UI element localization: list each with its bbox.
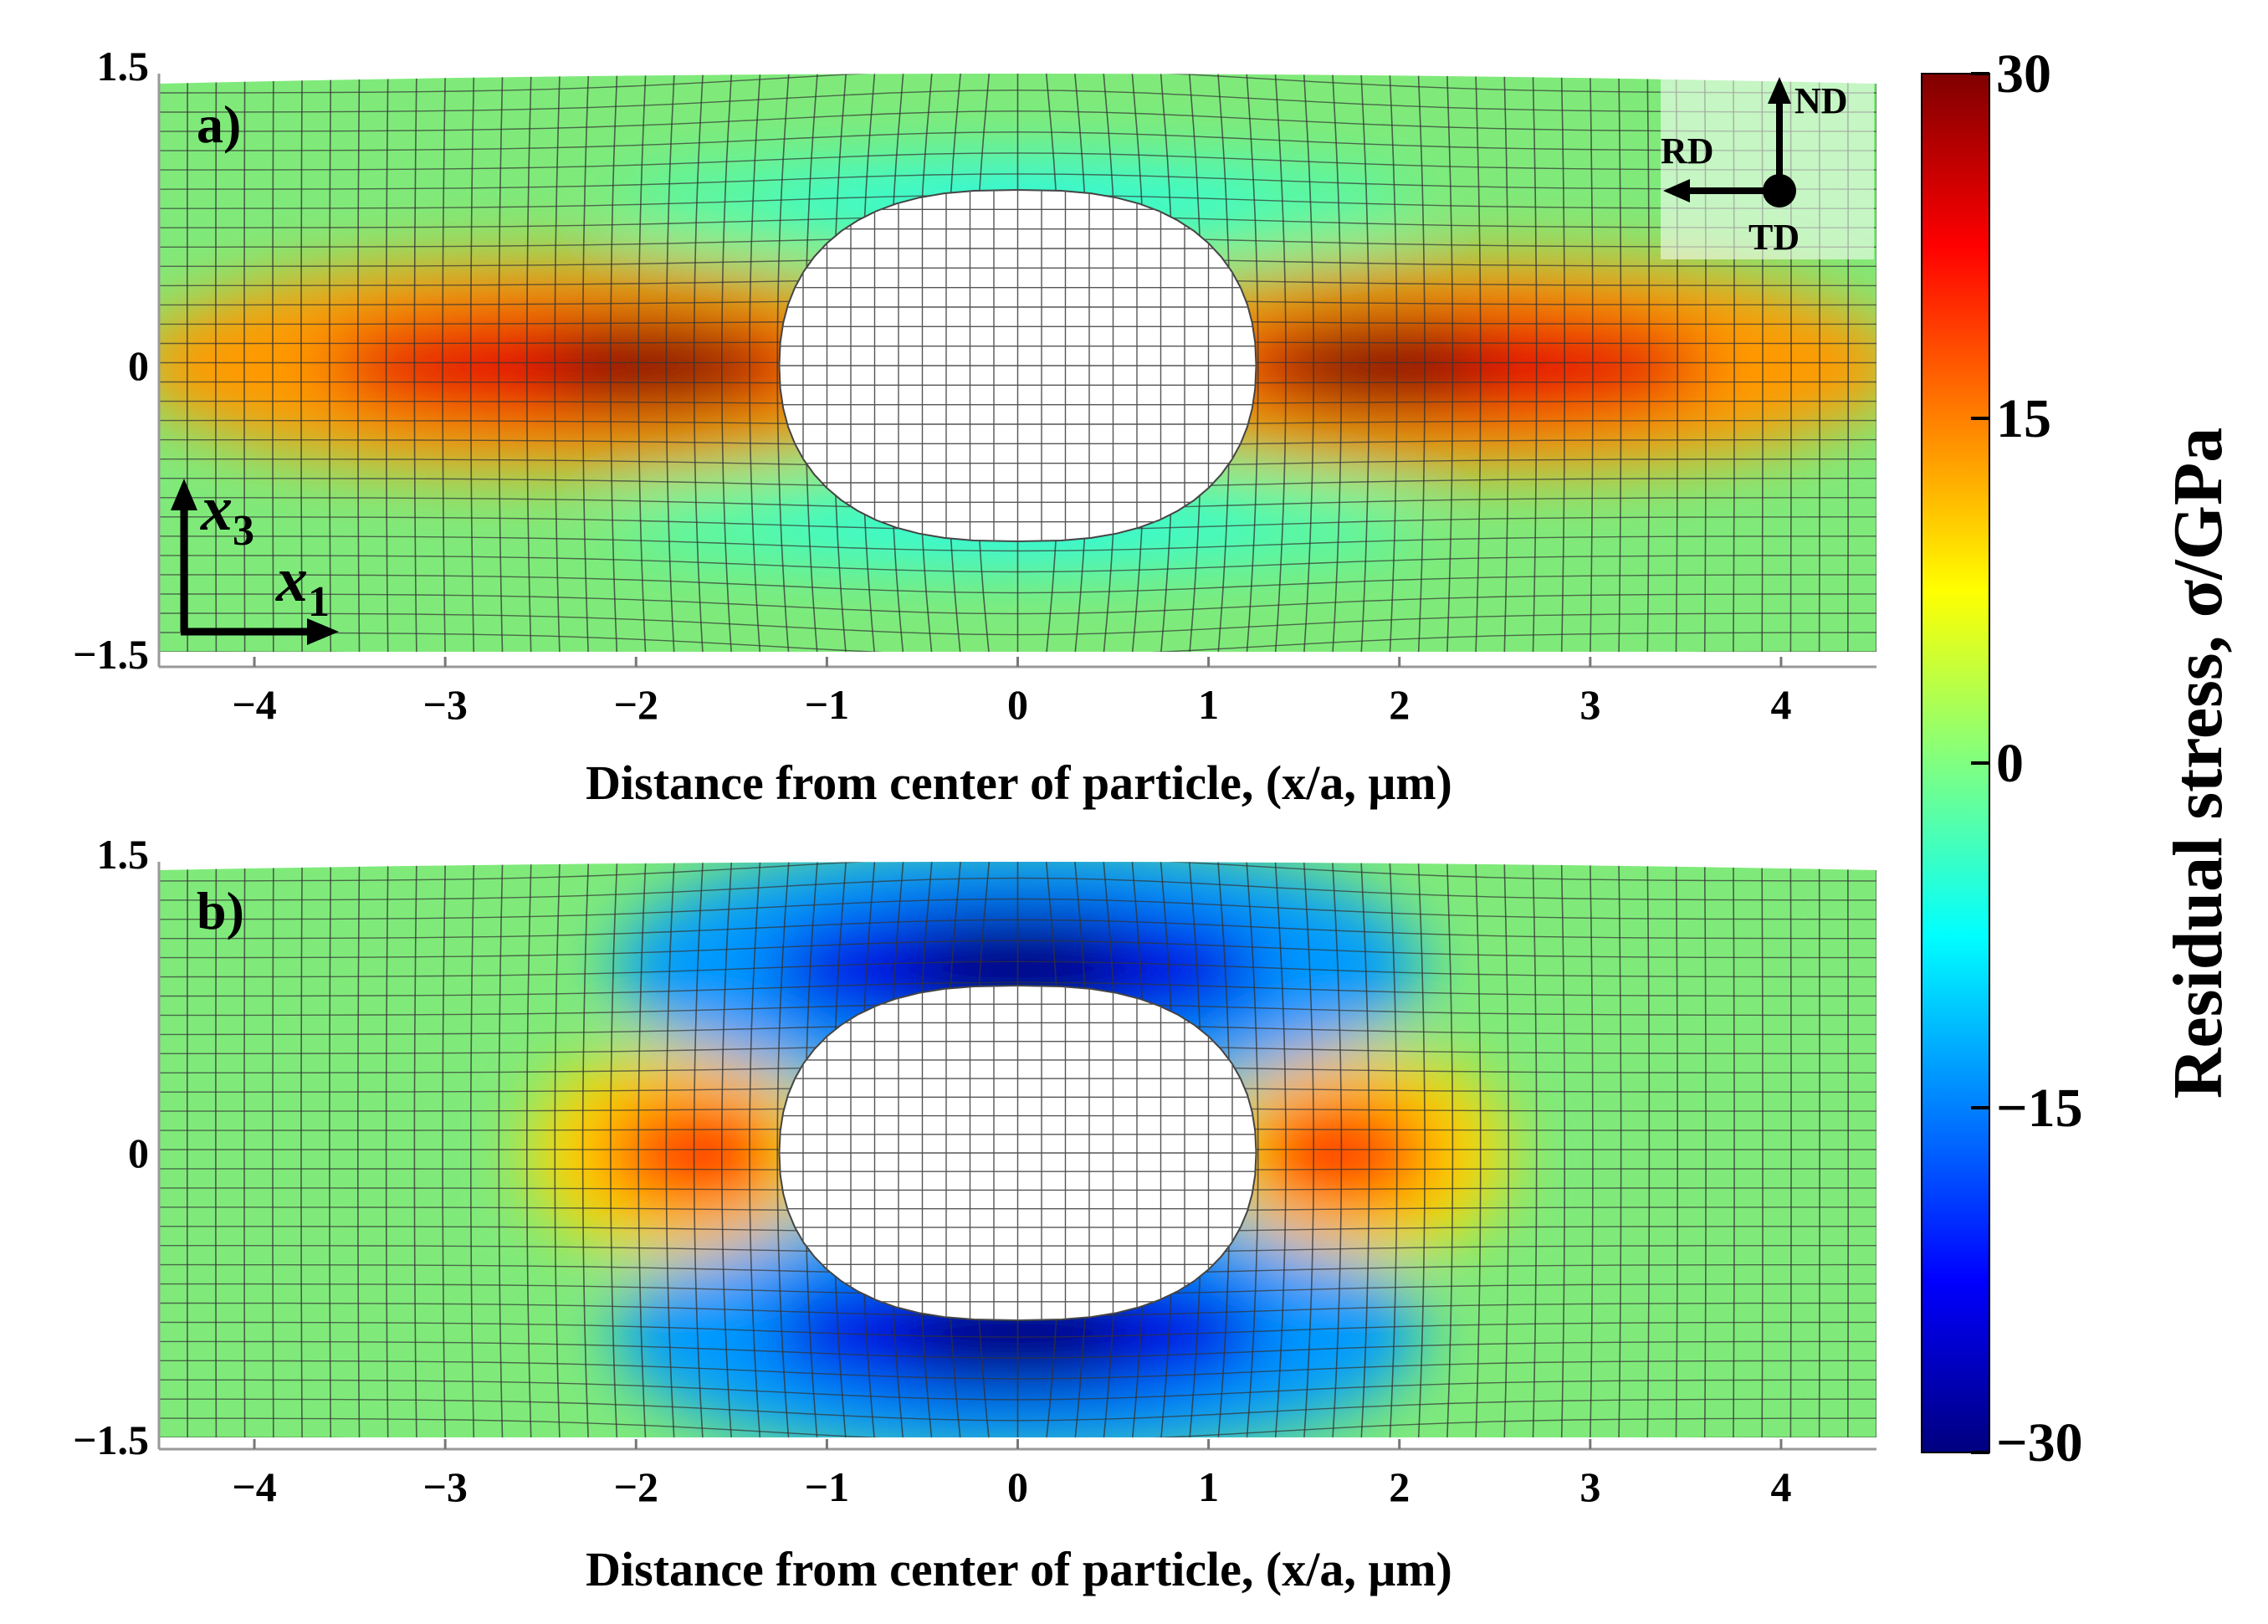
colorbar-tick-label: 0 <box>1996 733 2024 794</box>
rd-arrowhead-icon <box>1663 179 1690 202</box>
y-tick-label: 1.5 <box>97 831 150 878</box>
stress-peak <box>544 325 771 407</box>
mesh-line-horizontal <box>159 74 1876 94</box>
coordinate-axes-glyph: x3 x1 <box>171 474 339 645</box>
x-tick-label: 2 <box>1389 681 1410 728</box>
x-tick-label: −2 <box>614 1463 659 1510</box>
particle-grid <box>779 986 1257 1320</box>
panel-label-b: b) <box>197 881 244 940</box>
y-tick-label: −1.5 <box>73 631 149 678</box>
x-tick-label: −3 <box>422 1463 468 1510</box>
mesh-line-horizontal <box>159 1379 1876 1401</box>
mesh-line-horizontal <box>159 110 1876 132</box>
x-tick-label: 2 <box>1389 1463 1410 1510</box>
colorbar-title: Residual stress, σ/GPa <box>2159 428 2237 1099</box>
stress-peak <box>679 1112 763 1194</box>
nd-label: ND <box>1794 80 1848 121</box>
mesh-line-horizontal <box>159 632 1876 652</box>
mesh-line-horizontal <box>159 877 1876 901</box>
mesh-line-horizontal <box>159 862 1876 882</box>
mesh-line-horizontal <box>159 1321 1876 1338</box>
panel-label-a: a) <box>197 95 241 154</box>
y-tick-label: 1.5 <box>97 43 150 90</box>
x-axis-title-a: Distance from center of particle, (x/a, … <box>586 756 1452 810</box>
x-tick-label: 4 <box>1770 681 1791 728</box>
x3-arrowhead-icon <box>171 479 197 510</box>
mesh-line-horizontal <box>159 961 1876 978</box>
x-tick-label: 1 <box>1198 1463 1219 1510</box>
colorbar-tick-label: −15 <box>1996 1078 2083 1139</box>
x-tick-label: 4 <box>1770 1463 1791 1510</box>
mesh-line-horizontal <box>159 152 1876 171</box>
colorbar-tick-label: −30 <box>1996 1412 2083 1473</box>
particle-a <box>778 188 1257 543</box>
orientation-inset-background <box>1661 71 1874 259</box>
colorbar-tick-label: 30 <box>1996 44 2051 105</box>
particle-grid <box>779 190 1257 541</box>
stress-peak <box>1265 325 1492 407</box>
x1-label: x1 <box>275 545 330 626</box>
x1-arrowhead-icon <box>307 618 339 645</box>
x-axis-title-b: Distance from center of particle, (x/a, … <box>586 1542 1452 1596</box>
mesh-line-horizontal <box>159 1398 1876 1422</box>
panel-a: −4 −3 −2 −1 0 1 2 3 4 1.5 0 −1.5 a) Distance from c… <box>73 43 1876 810</box>
x-tick-label: −4 <box>232 681 277 728</box>
mesh-line-horizontal <box>159 173 1876 190</box>
mesh-line-horizontal <box>159 1360 1876 1380</box>
panel-b: −4 −3 −2 −1 0 1 2 3 4 1.5 0 −1.5 b) Distance from c… <box>73 831 1876 1596</box>
colorbar-ticks: 30 15 0 −15 −30 <box>1971 44 2083 1473</box>
x-tick-label: −2 <box>614 681 659 728</box>
y-tick-label: 0 <box>128 1130 149 1176</box>
nd-arrowhead-icon <box>1768 77 1791 104</box>
x-tick-label: −3 <box>422 681 468 728</box>
mesh-line-horizontal <box>159 574 1876 594</box>
mesh-line-horizontal <box>159 940 1876 959</box>
td-label: TD <box>1748 217 1800 258</box>
mesh-line-horizontal <box>159 981 1876 997</box>
x3-label: x3 <box>200 474 254 555</box>
x-tick-label: 0 <box>1007 1463 1028 1510</box>
axes-a: −4 −3 −2 −1 0 1 2 3 4 1.5 0 −1.5 <box>73 43 1876 728</box>
y-tick-label: −1.5 <box>73 1417 149 1463</box>
mesh-line-horizontal <box>159 49 1876 74</box>
x-tick-label: −1 <box>805 1463 850 1510</box>
rd-label: RD <box>1661 131 1714 172</box>
mesh-line-horizontal <box>159 131 1876 151</box>
mesh-line-horizontal <box>159 612 1876 636</box>
mesh-line-horizontal <box>159 919 1876 940</box>
td-dot-icon <box>1763 174 1796 207</box>
mesh-line-horizontal <box>159 862 1876 863</box>
x-tick-label: 3 <box>1579 681 1600 728</box>
stress-peak <box>1272 1112 1356 1194</box>
mesh-line-horizontal <box>159 898 1876 920</box>
colorbar-tick-label: 15 <box>1996 388 2051 449</box>
particle-b <box>778 984 1257 1322</box>
x-tick-label: −1 <box>805 681 850 728</box>
mesh-line-horizontal <box>159 555 1876 573</box>
mesh-line-horizontal <box>159 535 1876 552</box>
mesh-line-horizontal <box>159 1417 1876 1437</box>
y-tick-label: 0 <box>128 342 149 389</box>
x-tick-label: 1 <box>1198 681 1219 728</box>
orientation-inset: ND RD TD <box>1661 71 1874 259</box>
mesh-line-horizontal <box>159 90 1876 113</box>
x-tick-label: −4 <box>232 1463 277 1510</box>
x-tick-label: 0 <box>1007 681 1028 728</box>
mesh-line-horizontal <box>159 1340 1876 1359</box>
mesh-line-horizontal <box>159 593 1876 615</box>
axes-b: −4 −3 −2 −1 0 1 2 3 4 1.5 0 −1.5 <box>73 831 1876 1510</box>
x-tick-label: 3 <box>1579 1463 1600 1510</box>
colorbar: 30 15 0 −15 −30 Residual stress, σ/GPa <box>1921 44 2237 1473</box>
